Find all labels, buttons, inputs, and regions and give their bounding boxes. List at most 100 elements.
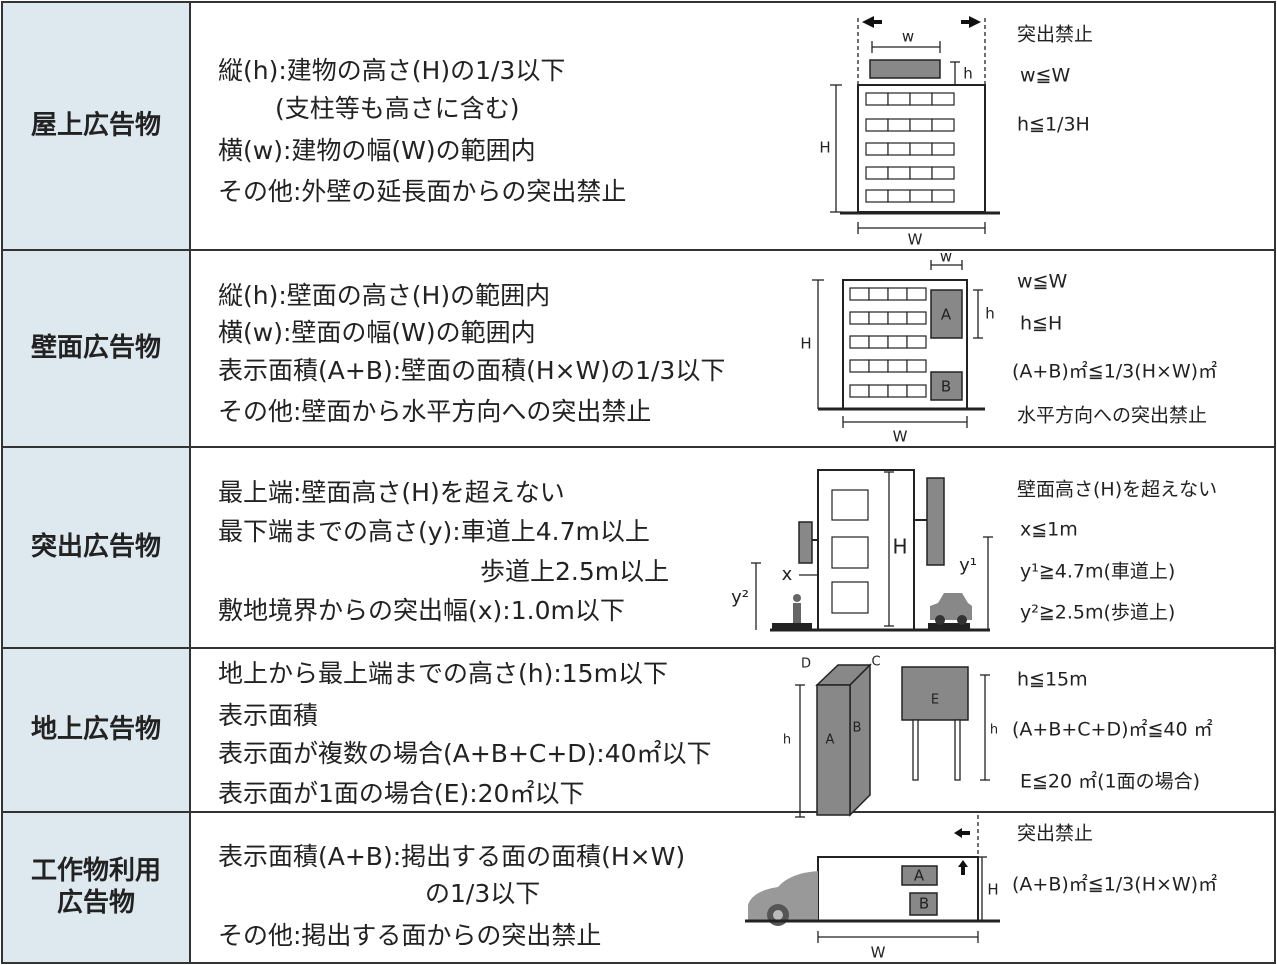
window: [868, 359, 889, 373]
window: [868, 335, 889, 349]
diagram-shape: [958, 860, 968, 875]
rule-note: (A+B)㎡≦1/3(H×W)㎡: [1012, 873, 1217, 896]
diagram-shape: [926, 477, 945, 566]
window: [887, 287, 908, 301]
diagram-label: x: [782, 564, 793, 585]
rule-note: 水平方向への突出禁止: [1017, 405, 1207, 427]
diagram-label: h: [985, 305, 995, 323]
diagram-shape: [957, 615, 967, 625]
diagram-label: W: [893, 428, 908, 446]
window: [909, 142, 933, 156]
window: [865, 92, 889, 106]
window: [849, 359, 870, 373]
row-header: 突出広告物: [31, 531, 161, 562]
window: [909, 189, 933, 203]
rule-note: (A+B+C+D)㎡≦40 ㎡: [1012, 718, 1213, 741]
diagram-shape: [772, 623, 812, 630]
diagram-label: A: [826, 733, 835, 748]
window: [868, 287, 889, 301]
diagram-shape: [2, 2, 190, 963]
window: [906, 311, 927, 325]
diagram-shape: [773, 910, 783, 920]
rule-line: 縦(h):建物の高さ(H)の1/3以下: [218, 56, 565, 85]
diagram-label: W: [871, 944, 886, 962]
row-header: 壁面広告物: [31, 332, 161, 363]
row-header: 地上広告物: [31, 714, 161, 745]
diagram-shape: [865, 92, 955, 203]
rule-line: 表示面が複数の場合(A+B+C+D):40㎡以下: [218, 739, 712, 768]
wall-diagram: w h H W A B: [800, 248, 994, 446]
diagram-shape: [928, 623, 970, 630]
window: [849, 287, 870, 301]
window: [868, 384, 889, 398]
diagram-label: H: [892, 535, 907, 559]
rule-note: (A+B)㎡≦1/3(H×W)㎡: [1012, 360, 1217, 383]
structure-diagram: A B H W: [745, 815, 1000, 962]
rule-line: 縦(h):壁面の高さ(H)の範囲内: [218, 281, 550, 310]
window: [887, 311, 908, 325]
rule-note: w≦W: [1017, 271, 1067, 293]
window: [887, 359, 908, 373]
diagram-shape: [930, 289, 963, 339]
diagram-label: H: [987, 881, 998, 899]
rule-line: 最下端までの高さ(y):車道上4.7m以上: [218, 517, 650, 546]
rule-note: x≦1m: [1020, 519, 1078, 541]
diagram-shape: [831, 581, 869, 614]
window: [909, 92, 933, 106]
window: [909, 118, 933, 132]
rule-line: 表示面積(A+B):壁面の面積(H×W)の1/3以下: [218, 356, 725, 385]
rule-line: 地上から最上端までの高さ(h):15m以下: [218, 659, 668, 688]
diagram-shape: [930, 593, 972, 620]
diagram-shape: [849, 663, 871, 817]
rule-note: w≦W: [1020, 65, 1070, 87]
window: [849, 311, 870, 325]
diagram-shape: [798, 521, 813, 564]
diagram-shape: [849, 287, 927, 398]
rule-line: (支柱等も高さに含む): [275, 94, 520, 123]
diagram-label: H: [819, 139, 830, 157]
window: [887, 384, 908, 398]
rule-line: その他:壁面から水平方向への突出禁止: [218, 397, 651, 426]
diagram-label: w: [902, 28, 914, 46]
diagram-shape: [909, 892, 938, 916]
diagram-shape: [793, 603, 801, 623]
diagram-label: h: [990, 723, 998, 738]
diagram-label: y¹: [959, 555, 977, 576]
window: [865, 166, 889, 180]
diagram-shape: [930, 371, 963, 401]
rule-note: h≦1/3H: [1017, 114, 1090, 136]
rule-note: h≦15m: [1017, 669, 1088, 691]
diagram-label: w: [940, 248, 952, 266]
rule-line: その他:外壁の延長面からの突出禁止: [218, 177, 626, 206]
rule-line: その他:掲出する面からの突出禁止: [218, 921, 601, 950]
window: [931, 118, 955, 132]
diagram-shape: [748, 871, 818, 921]
rule-note: h≦H: [1020, 313, 1062, 335]
rule-line: 敷地境界からの突出幅(x):1.0m以下: [218, 596, 625, 625]
diagram-label: h: [783, 733, 791, 748]
window: [849, 335, 870, 349]
window: [865, 142, 889, 156]
diagram-label: D: [801, 657, 811, 672]
diagram-label: B: [941, 378, 951, 396]
window: [931, 189, 955, 203]
row-header: 屋上広告物: [31, 110, 161, 141]
rule-note: 壁面高さ(H)を超えない: [1017, 479, 1217, 501]
window: [887, 335, 908, 349]
window: [906, 384, 927, 398]
rule-line: の1/3以下: [425, 879, 540, 908]
rule-note: y²≧2.5m(歩道上): [1020, 602, 1175, 624]
diagram-label: W: [908, 231, 923, 249]
rooftop-diagram: w h H W: [819, 16, 1000, 249]
diagram-shape: [935, 615, 945, 625]
window: [887, 142, 911, 156]
diagram-shape: [912, 719, 919, 781]
diagram-shape: [831, 489, 869, 521]
diagram-shape: [793, 594, 801, 602]
window: [887, 118, 911, 132]
window: [931, 166, 955, 180]
diagram-shape: [862, 16, 981, 28]
rule-note: y¹≧4.7m(車道上): [1020, 561, 1175, 583]
